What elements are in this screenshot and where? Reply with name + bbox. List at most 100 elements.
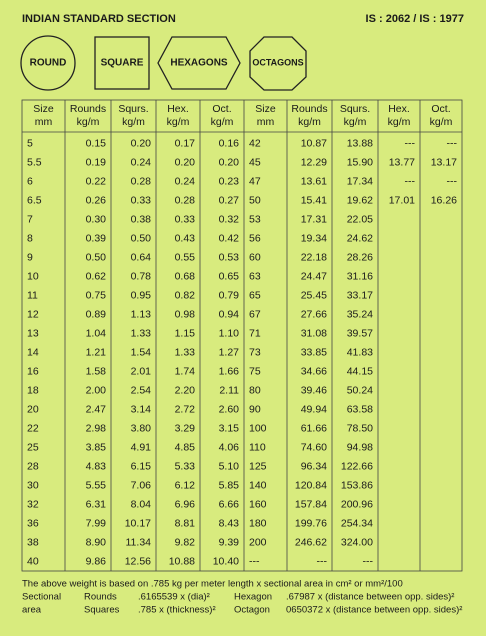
cell: 2.11 — [219, 384, 239, 396]
cell: 12.29 — [301, 156, 327, 168]
cell: 100 — [249, 422, 267, 434]
table-border — [21, 99, 463, 572]
cell: 3.85 — [86, 441, 107, 453]
footer-note: The above weight is based on .785 kg per… — [22, 579, 403, 590]
cell: 19.62 — [347, 194, 373, 206]
cell: 6.31 — [86, 498, 107, 510]
cell: 50 — [249, 194, 261, 206]
cell: 13.17 — [431, 156, 457, 168]
cell: 40 — [27, 555, 39, 567]
cell: 47 — [249, 175, 261, 187]
column-header: kg/m — [122, 116, 145, 128]
cell: 0.16 — [219, 137, 240, 149]
cell: 4.85 — [175, 441, 196, 453]
cell: 5.5 — [27, 156, 42, 168]
cell: 31.08 — [301, 327, 327, 339]
cell: 0.65 — [219, 270, 240, 282]
cell: 5.85 — [219, 479, 240, 491]
cell: 6.5 — [27, 194, 42, 206]
cell: 30 — [27, 479, 39, 491]
cell: 0.33 — [131, 194, 152, 206]
column-header: Oct. — [212, 103, 231, 115]
cell: 0.33 — [175, 213, 196, 225]
cell: 3.14 — [131, 403, 152, 415]
cell: 0.19 — [86, 156, 107, 168]
cell: 10.87 — [301, 137, 327, 149]
cell: 27.66 — [301, 308, 327, 320]
cell: 24.62 — [347, 232, 373, 244]
cell: 25.45 — [301, 289, 327, 301]
shape-label: OCTAGONS — [252, 57, 303, 67]
cell: 22.05 — [347, 213, 373, 225]
cell: 36 — [27, 517, 39, 529]
cell: 94.98 — [347, 441, 373, 453]
footer-label: area — [22, 605, 42, 616]
column-header: Squrs. — [118, 103, 148, 115]
cell: 24.47 — [301, 270, 327, 282]
cell: 254.34 — [341, 517, 373, 529]
cell: 0.17 — [175, 137, 196, 149]
cell: 73 — [249, 346, 261, 358]
cell: 2.54 — [131, 384, 152, 396]
cell: 0.62 — [86, 270, 107, 282]
cell: 0.89 — [86, 308, 107, 320]
column-header: Squrs. — [340, 103, 370, 115]
cell: --- — [317, 555, 328, 567]
cell: 11.34 — [126, 536, 152, 548]
cell: 49.94 — [301, 403, 327, 415]
standard: IS : 2062 / IS : 1977 — [366, 13, 464, 25]
footer-label: Sectional — [22, 592, 61, 603]
column-header: kg/m — [388, 116, 411, 128]
shape-label: HEXAGONS — [170, 58, 228, 69]
column-header: kg/m — [430, 116, 453, 128]
cell: 42 — [249, 137, 261, 149]
cell: 0.43 — [175, 232, 196, 244]
cell: 16 — [27, 365, 39, 377]
cell: 35.24 — [347, 308, 373, 320]
cell: 80 — [249, 384, 261, 396]
cell: 25 — [27, 441, 39, 453]
column-header: kg/m — [167, 116, 190, 128]
cell: 18 — [27, 384, 39, 396]
formula: 0650372 x (distance between opp. sides)² — [286, 605, 462, 616]
cell: 0.28 — [175, 194, 196, 206]
column-header: Hex. — [388, 103, 410, 115]
cell: 3.80 — [131, 422, 152, 434]
cell: 12.56 — [125, 555, 151, 567]
cell: 5.55 — [86, 479, 107, 491]
cell: 34.66 — [301, 365, 327, 377]
cell: 1.04 — [86, 327, 107, 339]
cell: 120.84 — [295, 479, 327, 491]
cell: 2.60 — [219, 403, 240, 415]
cell: 1.15 — [175, 327, 196, 339]
square-shape — [94, 36, 150, 90]
cell: 246.62 — [295, 536, 327, 548]
title: INDIAN STANDARD SECTION — [22, 13, 176, 25]
cell: 2.20 — [175, 384, 196, 396]
cell: 9 — [27, 251, 33, 263]
cell: 6.96 — [175, 498, 196, 510]
cell: 0.75 — [86, 289, 107, 301]
cell: 8 — [27, 232, 33, 244]
cell: 17.34 — [347, 175, 373, 187]
cell: 8.90 — [86, 536, 107, 548]
cell: 0.32 — [219, 213, 240, 225]
cell: 0.98 — [175, 308, 196, 320]
shape-label: ROUND — [30, 58, 67, 69]
cell: 63 — [249, 270, 261, 282]
cell: 140 — [249, 479, 267, 491]
round-shape — [20, 35, 76, 91]
cell: 7.99 — [86, 517, 107, 529]
cell: 1.74 — [175, 365, 196, 377]
formula-shape: Squares — [84, 605, 120, 616]
cell: 45 — [249, 156, 261, 168]
cell: 0.20 — [219, 156, 240, 168]
cell: --- — [249, 555, 260, 567]
cell: 13.88 — [347, 137, 373, 149]
cell: 65 — [249, 289, 261, 301]
cell: --- — [447, 137, 458, 149]
cell: 0.24 — [131, 156, 152, 168]
cell: 28.26 — [347, 251, 373, 263]
cell: 67 — [249, 308, 261, 320]
cell: 10.17 — [125, 517, 151, 529]
